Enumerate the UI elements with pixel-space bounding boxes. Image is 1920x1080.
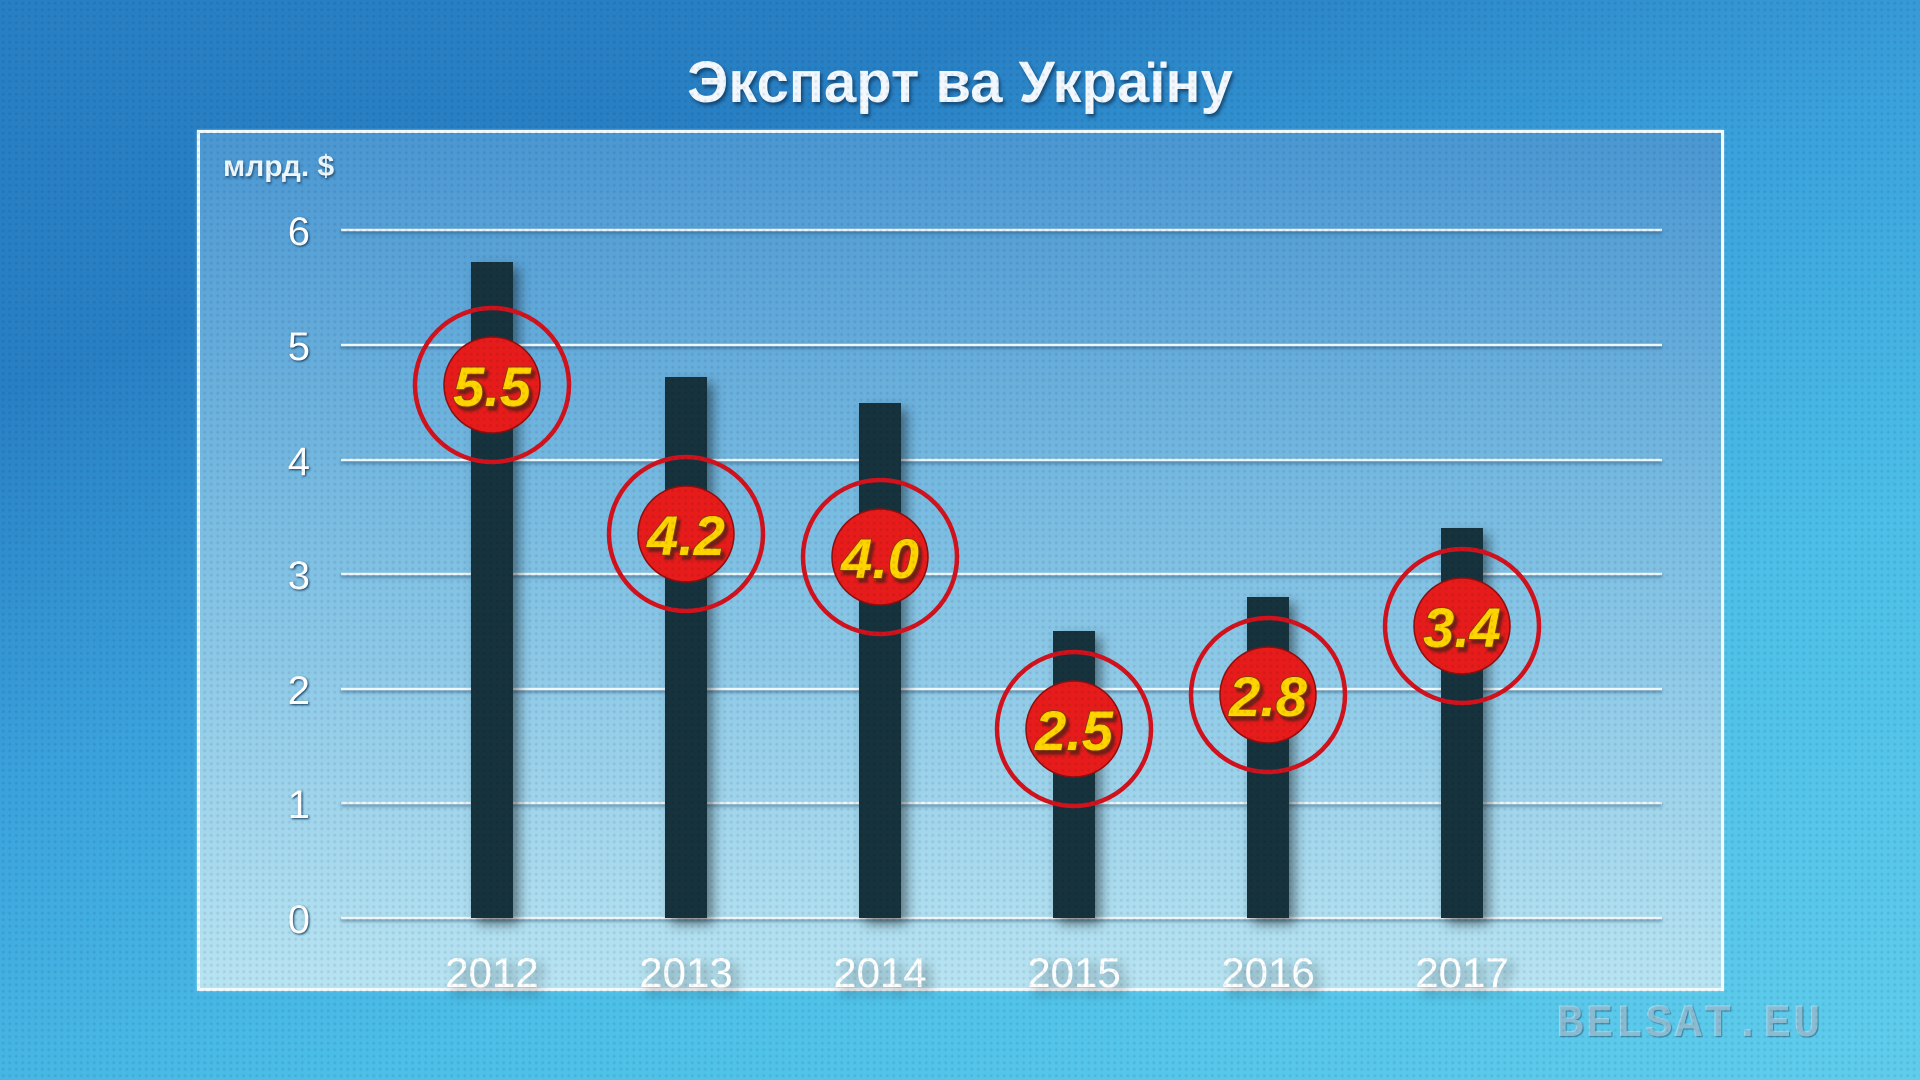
svg-text:2014: 2014 — [833, 949, 926, 996]
svg-text:4.0: 4.0 — [840, 527, 919, 590]
svg-text:2.8: 2.8 — [1228, 665, 1308, 728]
svg-text:4.2: 4.2 — [646, 504, 725, 567]
svg-text:5.5: 5.5 — [453, 355, 532, 418]
svg-text:2015: 2015 — [1027, 949, 1120, 996]
svg-text:2013: 2013 — [639, 949, 732, 996]
svg-text:2017: 2017 — [1415, 949, 1508, 996]
svg-text:3.4: 3.4 — [1423, 596, 1501, 659]
svg-text:2012: 2012 — [445, 949, 538, 996]
svg-text:2016: 2016 — [1221, 949, 1314, 996]
svg-text:2.5: 2.5 — [1034, 699, 1114, 762]
